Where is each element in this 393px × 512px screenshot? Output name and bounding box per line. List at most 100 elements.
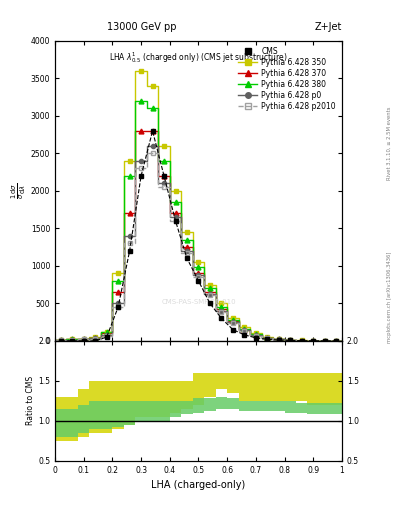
Pythia 6.428 380	[116, 278, 121, 284]
Pythia 6.428 350	[185, 229, 189, 235]
Pythia 6.428 p0	[208, 290, 212, 296]
Pythia 6.428 p0	[139, 158, 143, 164]
CMS	[70, 338, 75, 344]
Pythia 6.428 370	[70, 336, 75, 343]
CMS	[150, 128, 155, 134]
Pythia 6.428 380	[150, 105, 155, 112]
Pythia 6.428 p2010	[150, 151, 155, 157]
Pythia 6.428 350	[162, 143, 166, 149]
Pythia 6.428 350	[81, 335, 86, 342]
Pythia 6.428 380	[231, 317, 235, 323]
Pythia 6.428 p2010	[219, 309, 224, 315]
Pythia 6.428 350	[93, 334, 97, 340]
Pythia 6.428 370	[231, 318, 235, 325]
Pythia 6.428 p0	[311, 338, 316, 344]
CMS	[265, 336, 270, 343]
Pythia 6.428 370	[288, 337, 293, 343]
Pythia 6.428 370	[196, 270, 201, 276]
Pythia 6.428 370	[253, 332, 258, 338]
Pythia 6.428 p0	[219, 308, 224, 314]
Pythia 6.428 370	[265, 335, 270, 341]
Pythia 6.428 350	[276, 336, 281, 342]
Pythia 6.428 350	[196, 259, 201, 265]
Pythia 6.428 380	[322, 338, 327, 344]
Pythia 6.428 p2010	[104, 332, 109, 338]
CMS	[116, 304, 121, 310]
Pythia 6.428 p2010	[322, 338, 327, 344]
Line: Pythia 6.428 350: Pythia 6.428 350	[59, 69, 338, 343]
Pythia 6.428 p2010	[81, 336, 86, 343]
Pythia 6.428 380	[242, 326, 247, 332]
Y-axis label: $\frac{1}{\sigma}\frac{\mathrm{d}\sigma}{\mathrm{d}\lambda}$: $\frac{1}{\sigma}\frac{\mathrm{d}\sigma}…	[10, 183, 28, 199]
CMS	[59, 338, 63, 344]
Line: Pythia 6.428 380: Pythia 6.428 380	[58, 98, 339, 343]
Pythia 6.428 370	[322, 338, 327, 344]
Pythia 6.428 p0	[104, 332, 109, 338]
Pythia 6.428 370	[276, 336, 281, 343]
Pythia 6.428 p0	[185, 248, 189, 254]
Pythia 6.428 350	[59, 337, 63, 343]
Pythia 6.428 380	[253, 331, 258, 337]
Pythia 6.428 380	[59, 337, 63, 343]
Pythia 6.428 370	[81, 336, 86, 342]
Pythia 6.428 p0	[322, 338, 327, 344]
Pythia 6.428 p0	[173, 214, 178, 220]
Pythia 6.428 380	[311, 337, 316, 344]
Pythia 6.428 370	[139, 128, 143, 134]
CMS	[334, 338, 338, 344]
Pythia 6.428 p2010	[208, 292, 212, 298]
Pythia 6.428 p0	[288, 337, 293, 343]
Pythia 6.428 380	[81, 336, 86, 342]
Pythia 6.428 350	[70, 336, 75, 343]
Pythia 6.428 380	[276, 336, 281, 343]
Pythia 6.428 p2010	[334, 338, 338, 344]
Pythia 6.428 p0	[150, 143, 155, 149]
Legend: CMS, Pythia 6.428 350, Pythia 6.428 370, Pythia 6.428 380, Pythia 6.428 p0, Pyth: CMS, Pythia 6.428 350, Pythia 6.428 370,…	[236, 45, 338, 113]
CMS	[196, 278, 201, 284]
Pythia 6.428 350	[150, 83, 155, 89]
CMS	[104, 334, 109, 340]
Pythia 6.428 350	[231, 315, 235, 322]
Pythia 6.428 370	[208, 289, 212, 295]
Pythia 6.428 p2010	[196, 274, 201, 280]
Pythia 6.428 370	[299, 337, 304, 344]
CMS	[311, 338, 316, 344]
Line: Pythia 6.428 p2010: Pythia 6.428 p2010	[59, 152, 338, 343]
Pythia 6.428 p2010	[70, 337, 75, 343]
Pythia 6.428 350	[139, 68, 143, 74]
CMS	[219, 315, 224, 322]
Pythia 6.428 350	[127, 158, 132, 164]
Pythia 6.428 370	[127, 210, 132, 217]
CMS	[231, 327, 235, 333]
Pythia 6.428 380	[208, 285, 212, 291]
Pythia 6.428 p0	[81, 336, 86, 343]
Pythia 6.428 380	[173, 199, 178, 205]
Pythia 6.428 370	[93, 335, 97, 341]
Pythia 6.428 350	[265, 334, 270, 340]
CMS	[139, 173, 143, 179]
Pythia 6.428 380	[162, 158, 166, 164]
CMS	[253, 335, 258, 341]
Y-axis label: Ratio to CMS: Ratio to CMS	[26, 376, 35, 425]
CMS	[299, 337, 304, 344]
Pythia 6.428 370	[219, 306, 224, 312]
Pythia 6.428 380	[265, 335, 270, 341]
CMS	[162, 173, 166, 179]
Pythia 6.428 370	[185, 244, 189, 250]
Pythia 6.428 p0	[253, 332, 258, 338]
Pythia 6.428 p2010	[311, 338, 316, 344]
Pythia 6.428 p2010	[139, 165, 143, 172]
Text: Rivet 3.1.10, ≥ 2.5M events: Rivet 3.1.10, ≥ 2.5M events	[387, 106, 392, 180]
Pythia 6.428 p0	[196, 272, 201, 278]
Pythia 6.428 350	[242, 324, 247, 330]
Pythia 6.428 380	[196, 264, 201, 270]
Pythia 6.428 p0	[93, 335, 97, 342]
Pythia 6.428 380	[334, 338, 338, 344]
Line: CMS: CMS	[59, 129, 338, 343]
Pythia 6.428 380	[185, 237, 189, 243]
X-axis label: LHA (charged-only): LHA (charged-only)	[151, 480, 246, 490]
Pythia 6.428 350	[173, 188, 178, 194]
Pythia 6.428 350	[208, 282, 212, 288]
Pythia 6.428 350	[253, 330, 258, 336]
CMS	[173, 218, 178, 224]
